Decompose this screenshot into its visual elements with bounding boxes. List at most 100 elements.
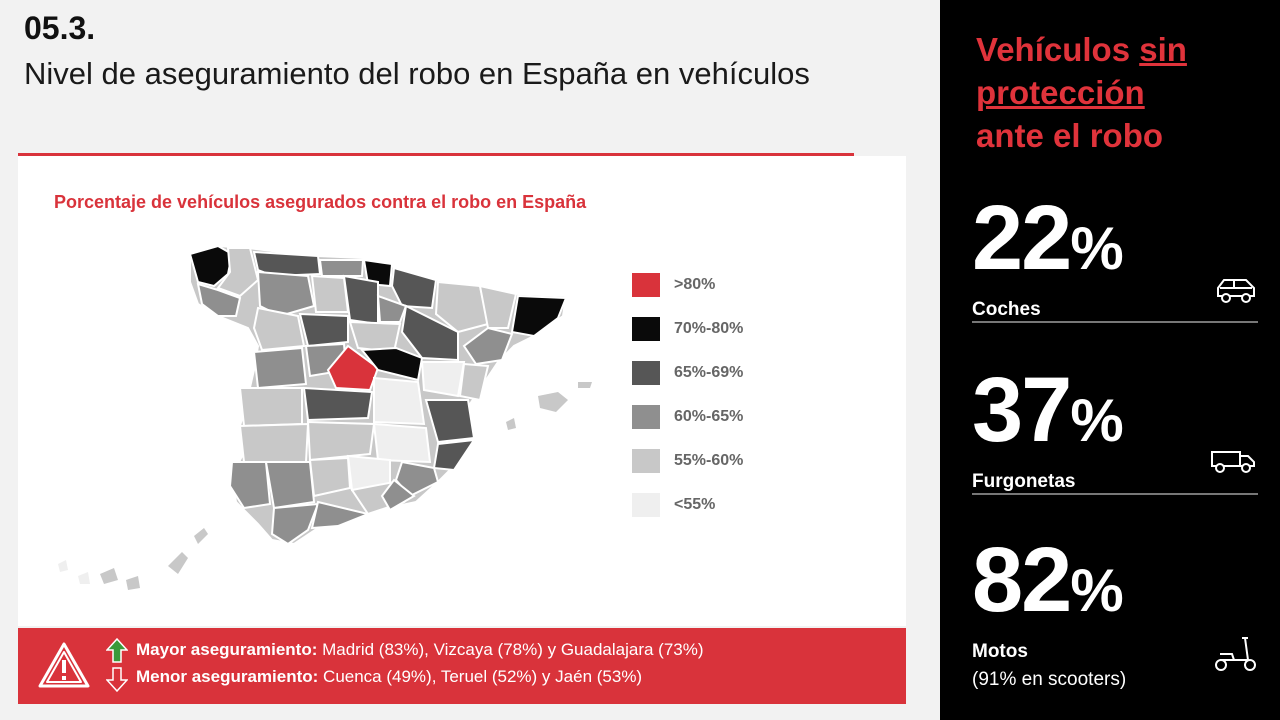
section-number: 05.3. <box>24 10 96 46</box>
stat-value: 37% <box>972 364 1262 467</box>
right-title-part1: Vehículos <box>976 31 1140 68</box>
region-canarias-3 <box>100 568 118 584</box>
region-guadalajara <box>360 346 424 382</box>
footer-bar: Mayor aseguramiento: Madrid (83%), Vizca… <box>18 628 906 704</box>
stat-cars: 22% Coches <box>972 192 1262 321</box>
region-canarias-6 <box>194 528 208 544</box>
warning-icon <box>38 642 90 688</box>
footer-lower-label: Menor aseguramiento: <box>136 667 319 686</box>
region-barcelona <box>510 294 568 338</box>
region-rioja <box>376 294 408 323</box>
stat-label: Furgonetas <box>972 471 1076 492</box>
region-albacete <box>372 422 432 464</box>
page-title: Nivel de aseguramiento del robo en Españ… <box>24 56 810 91</box>
region-canarias-5 <box>168 552 188 574</box>
legend-swatch <box>632 317 660 341</box>
region-salamanca <box>252 346 308 390</box>
stat-note: (91% en scooters) <box>972 669 1127 690</box>
scooter-icon <box>1215 637 1256 671</box>
stat-number: 37 <box>972 359 1072 461</box>
region-aragon-north <box>434 280 490 334</box>
spain-map <box>58 244 592 590</box>
region-cantabria <box>318 259 365 277</box>
legend-swatch <box>632 361 660 385</box>
region-ciudad-real <box>306 420 376 462</box>
stat-unit: % <box>1070 557 1124 624</box>
region-zamora <box>252 306 306 352</box>
footer-higher-text: Madrid (83%), Vizcaya (78%) y Guadalajar… <box>317 640 704 659</box>
stat-unit: % <box>1070 387 1124 454</box>
region-ibiza <box>506 418 516 430</box>
legend-swatch <box>632 449 660 473</box>
legend-swatch <box>632 493 660 517</box>
legend-swatch <box>632 405 660 429</box>
region-galicia-east <box>216 247 260 298</box>
stat-divider <box>972 493 1258 495</box>
region-cadiz <box>270 502 320 546</box>
region-cuenca <box>373 376 426 426</box>
region-menorca <box>578 382 592 388</box>
footer-higher-label: Mayor aseguramiento: <box>136 640 318 659</box>
van-icon <box>1211 451 1255 473</box>
region-sevilla <box>264 461 316 510</box>
car-icon <box>1217 279 1255 303</box>
region-leon <box>256 270 316 318</box>
stat-vans: 37% Furgonetas <box>972 364 1262 493</box>
map-card: Porcentaje de vehículos asegurados contr… <box>18 156 906 626</box>
legend-label: 65%-69% <box>674 364 744 381</box>
legend-item-65-69: 65%-69% <box>632 360 792 386</box>
region-mallorca <box>538 392 568 412</box>
region-cordoba <box>308 456 352 498</box>
right-title-part2: ante el robo <box>976 117 1164 154</box>
region-canarias-2 <box>78 572 90 584</box>
region-toledo <box>302 386 374 422</box>
region-zaragoza <box>400 304 459 362</box>
legend-swatch <box>632 273 660 297</box>
region-caceres <box>238 387 303 428</box>
legend-item-over-80: >80% <box>632 272 792 298</box>
legend-item-70-80: 70%-80% <box>632 316 792 342</box>
region-valladolid <box>298 312 349 348</box>
arrow-up-icon <box>106 638 128 663</box>
region-alicante <box>432 438 477 472</box>
region-canarias-1 <box>58 560 68 572</box>
map-heading: Porcentaje de vehículos asegurados contr… <box>54 192 587 212</box>
legend-item-60-65: 60%-65% <box>632 404 792 430</box>
region-galicia-south <box>196 282 242 317</box>
stat-value: 82% <box>972 534 1262 637</box>
legend-item-under-55: <55% <box>632 492 792 518</box>
stat-divider <box>972 321 1258 323</box>
region-valencia <box>424 399 476 444</box>
region-badajoz <box>238 422 310 463</box>
region-almeria <box>380 478 416 512</box>
region-palencia <box>310 274 350 313</box>
region-lleida <box>478 284 518 329</box>
title-divider <box>18 153 854 156</box>
stat-number: 82 <box>972 529 1072 631</box>
footer-lower-line: Menor aseguramiento: Cuenca (49%), Terue… <box>136 667 642 687</box>
legend-label: >80% <box>674 276 716 293</box>
stat-label: Motos <box>972 641 1028 662</box>
region-castellon <box>458 362 490 402</box>
legend-label: 60%-65% <box>674 408 744 425</box>
legend-label: 70%-80% <box>674 320 744 337</box>
region-huelva <box>228 461 272 510</box>
right-panel: Vehículos sin protección ante el robo 22… <box>940 0 1280 720</box>
stat-motorbikes: 82% Motos (91% en scooters) <box>972 534 1262 691</box>
arrow-down-icon <box>106 667 128 692</box>
legend-label: 55%-60% <box>674 452 744 469</box>
region-vizcaya <box>362 258 394 288</box>
legend-item-55-60: 55%-60% <box>632 448 792 474</box>
stat-label: Coches <box>972 299 1041 320</box>
region-tarragona <box>462 326 514 366</box>
right-panel-title: Vehículos sin protección ante el robo <box>976 28 1266 157</box>
legend-label: <55% <box>674 496 716 513</box>
right-title-underlined: sin protección <box>976 31 1187 111</box>
region-murcia <box>394 460 440 498</box>
footer-higher-line: Mayor aseguramiento: Madrid (83%), Vizca… <box>136 640 704 660</box>
region-canarias-4 <box>126 576 140 590</box>
stat-unit: % <box>1070 215 1124 282</box>
region-burgos <box>342 274 379 326</box>
region-teruel <box>420 361 466 398</box>
stat-number: 22 <box>972 187 1072 289</box>
